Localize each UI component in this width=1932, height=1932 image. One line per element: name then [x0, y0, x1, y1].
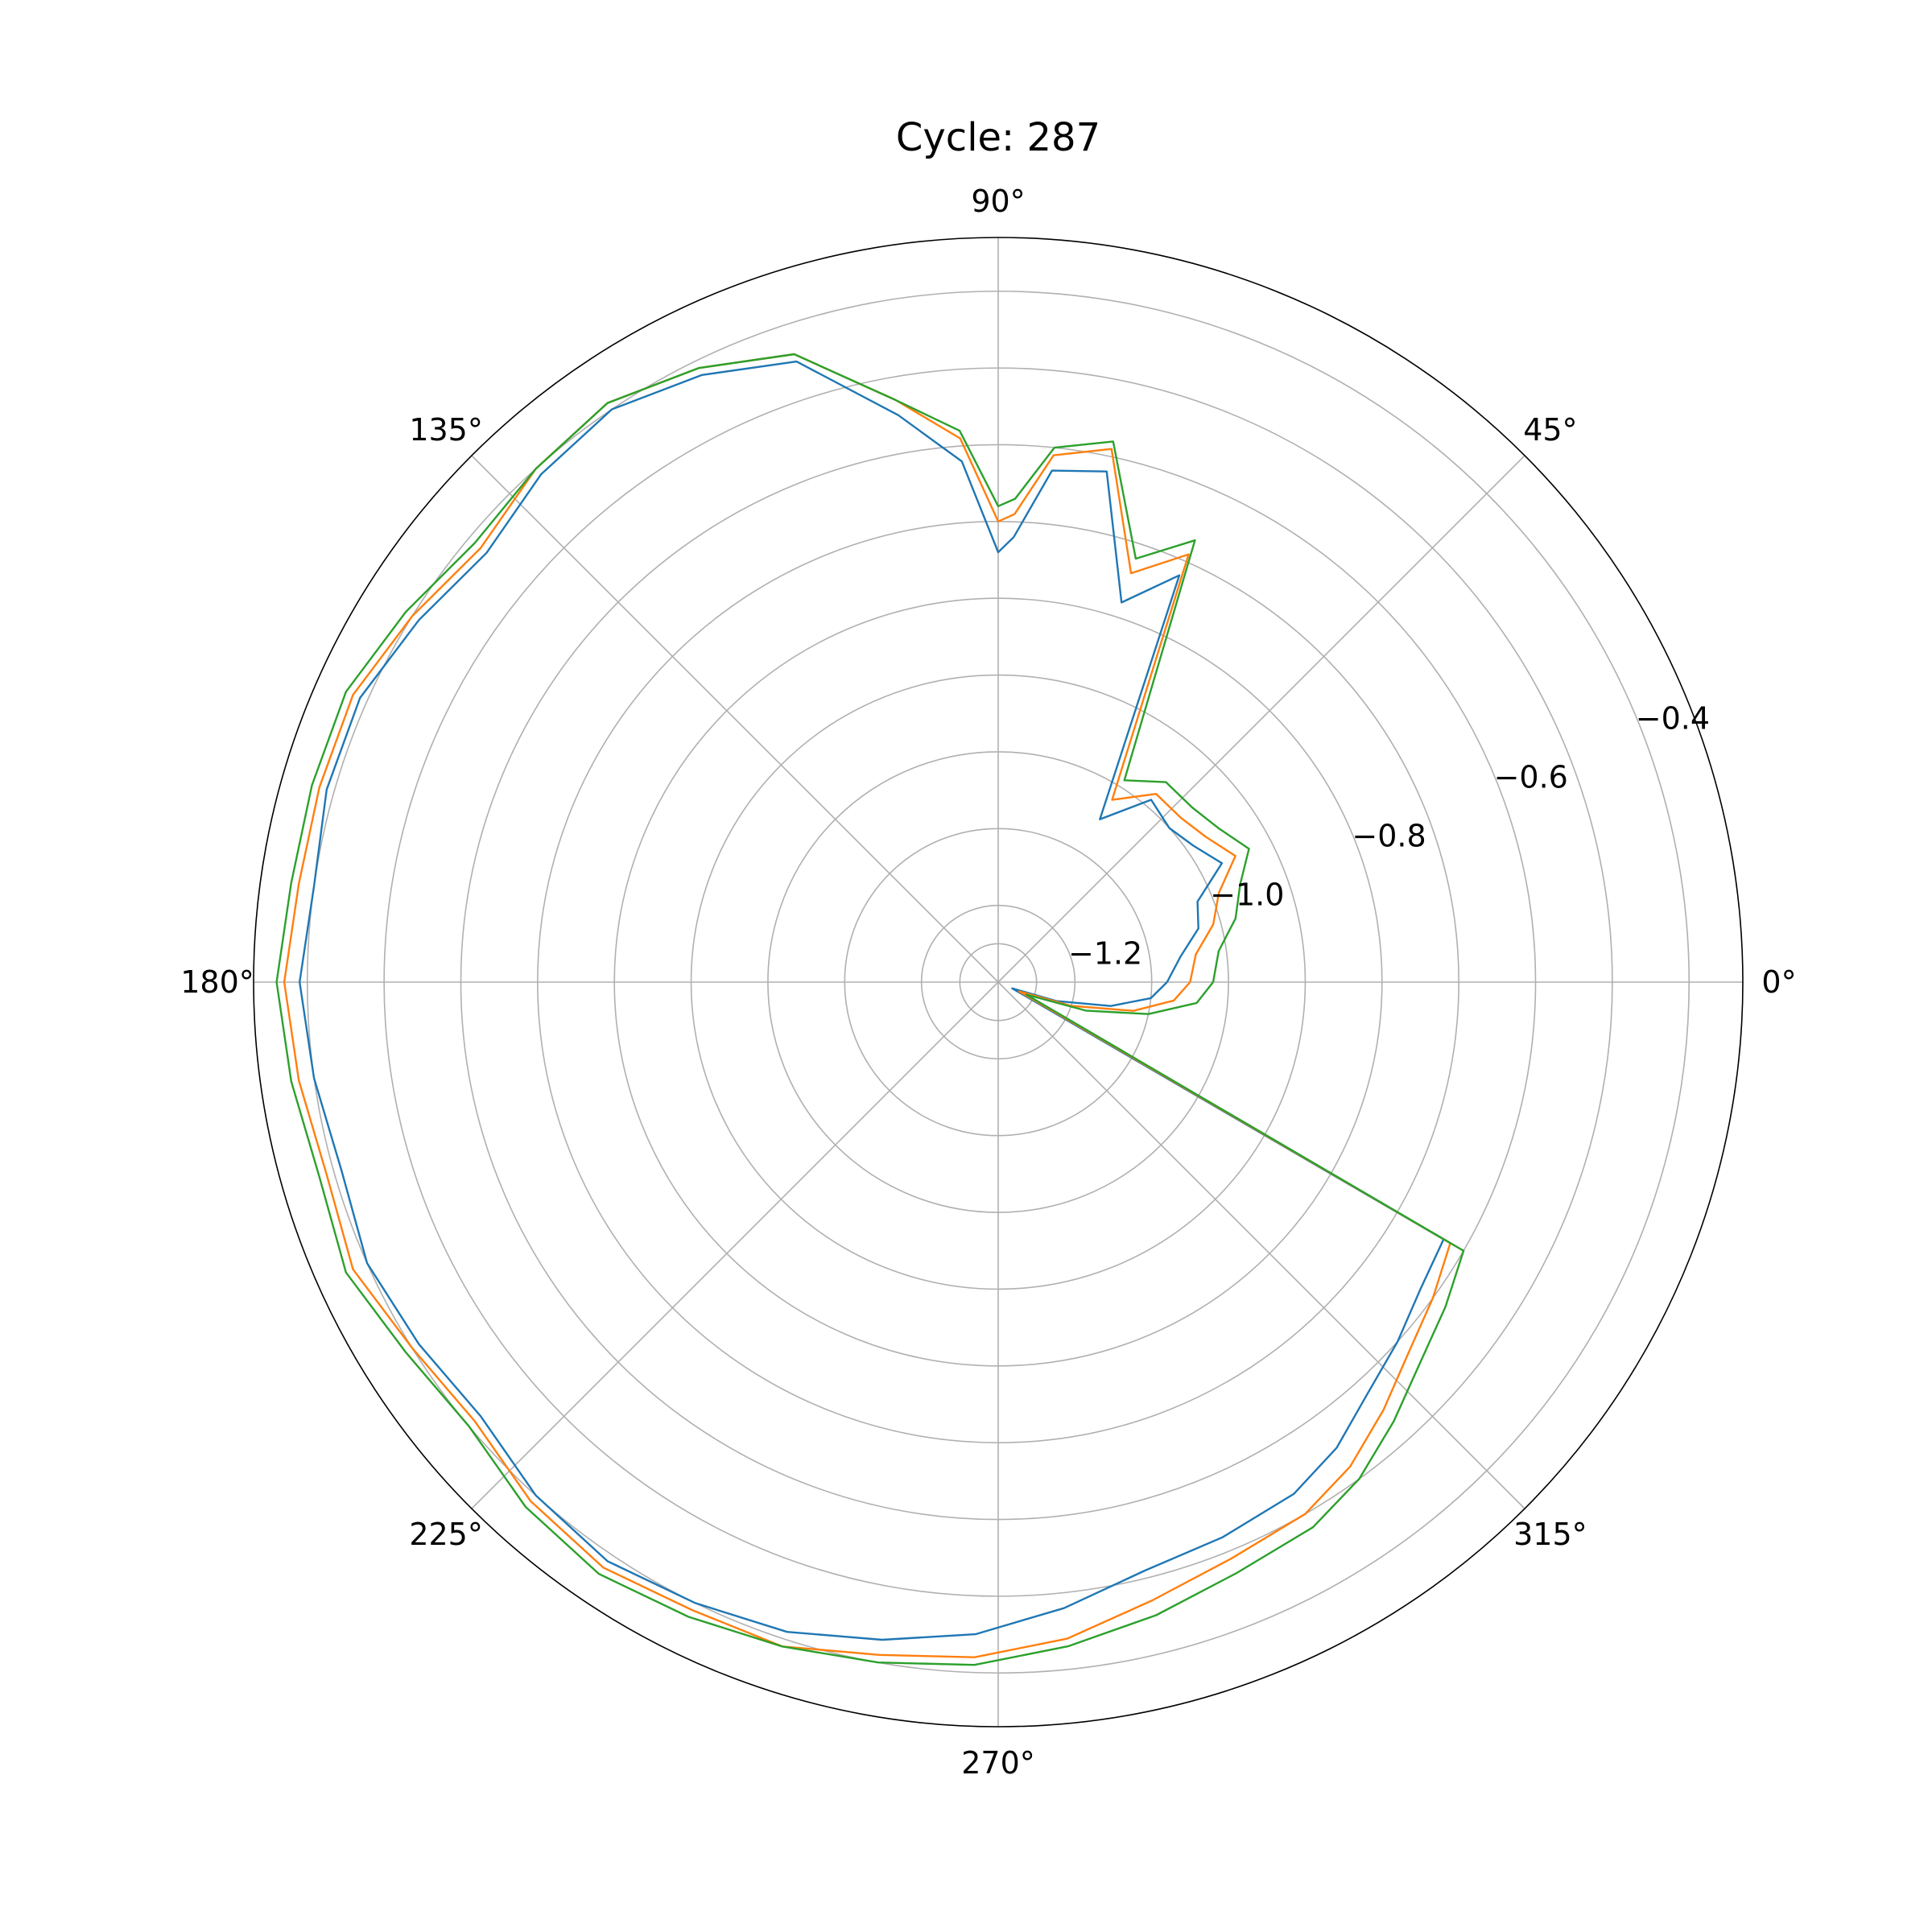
- theta-tick-label-135: 135°: [409, 412, 483, 448]
- theta-tick-label-270: 270°: [961, 1745, 1035, 1781]
- r-tick-label-2: −0.8: [1352, 819, 1426, 854]
- grid-spoke-135: [471, 455, 999, 983]
- theta-tick-label-45: 45°: [1523, 412, 1577, 448]
- polar-grid: [253, 237, 1744, 1728]
- r-tick-label-4: −0.4: [1636, 701, 1710, 737]
- theta-tick-label-225: 225°: [409, 1517, 483, 1552]
- grid-spoke-45: [997, 455, 1525, 983]
- theta-tick-label-90: 90°: [971, 184, 1025, 219]
- grid-spoke-225: [471, 981, 999, 1509]
- theta-tick-label-0: 0°: [1761, 964, 1796, 1000]
- theta-tick-label-180: 180°: [180, 964, 254, 1000]
- tick-labels: 0° 45° 90° 135° 180° 225° 270° 315° −1.2 −1.0 −0.8…: [180, 184, 1796, 1781]
- r-tick-label-3: −0.6: [1494, 760, 1568, 795]
- theta-tick-label-315: 315°: [1513, 1517, 1587, 1552]
- series-line-1: [283, 353, 1451, 1658]
- grid-spoke-315: [997, 981, 1525, 1509]
- polar-frame: [253, 237, 1744, 1728]
- r-tick-label-0: −1.2: [1068, 936, 1142, 972]
- series-layer: [275, 353, 1465, 1666]
- series-line-2: [275, 353, 1465, 1666]
- series-line-0: [299, 360, 1445, 1641]
- chart-title: Cycle: 287: [896, 115, 1100, 160]
- r-tick-label-1: −1.0: [1210, 877, 1284, 913]
